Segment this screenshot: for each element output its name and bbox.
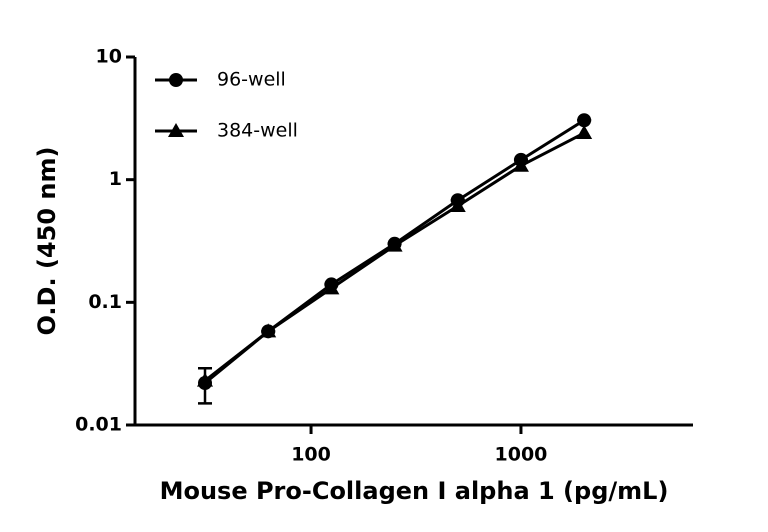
legend-label: 384-well [217, 120, 298, 142]
y-tick-label: 1 [109, 168, 122, 190]
legend-label: 96-well [217, 69, 286, 91]
data-point [449, 197, 466, 212]
y-axis-title: O.D. (450 nm) [33, 147, 61, 336]
data-point [512, 157, 529, 172]
x-tick-label: 100 [291, 444, 331, 466]
x-tick-label: 1000 [495, 444, 548, 466]
data-point [323, 280, 340, 295]
y-tick-label: 10 [96, 46, 122, 68]
data-point [576, 125, 593, 140]
y-tick-label: 0.01 [75, 414, 122, 436]
x-axis-title: Mouse Pro-Collagen I alpha 1 (pg/mL) [160, 477, 669, 505]
y-tick-label: 0.1 [88, 291, 122, 313]
legend-marker [168, 123, 184, 137]
data-point [577, 113, 592, 128]
data-point [260, 323, 277, 338]
data-point [197, 372, 214, 387]
legend-marker [169, 73, 183, 87]
data-point [386, 237, 403, 252]
